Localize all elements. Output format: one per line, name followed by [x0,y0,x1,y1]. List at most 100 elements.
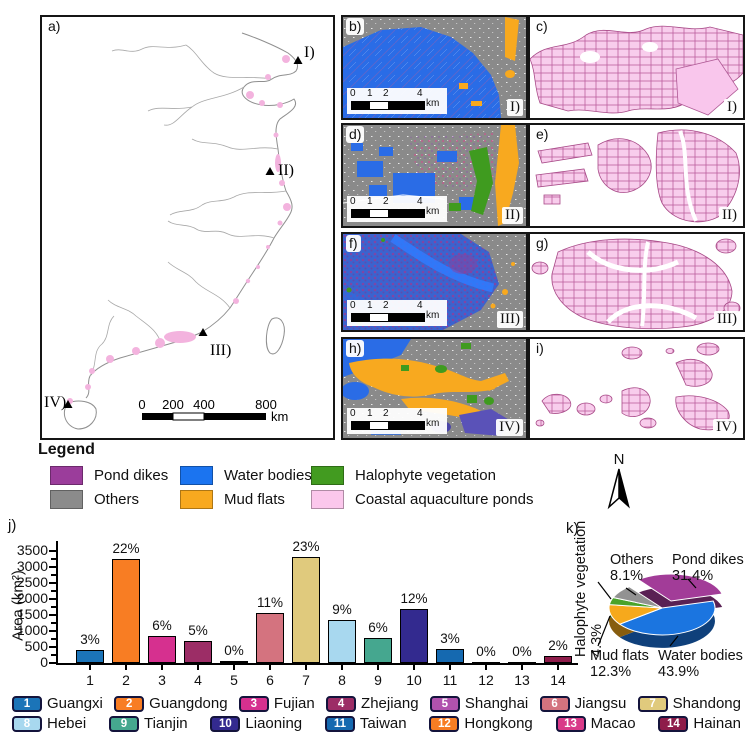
pond-polygons-IV [535,342,730,431]
province-name: Tianjin [143,715,188,732]
scale-bar-d: 0 1 2 4 km [347,196,447,222]
scale-unit: km [271,409,288,424]
marker-label-I: I) [304,44,315,61]
y-tick [49,550,56,552]
pie-slice-pond-dikes [637,573,723,602]
x-tick [89,665,91,670]
y-minor-tick [51,638,56,640]
bar-guangxi [76,650,104,663]
x-tick [341,665,343,670]
province-legend: 1 Guangxi 2 Guangdong 3 Fujian 4 Zhejiang 5 Shang… [12,694,741,734]
province-legend-item-zhejiang: 4 Zhejiang [326,695,419,712]
x-tick-label: 9 [374,672,382,688]
x-tick [197,665,199,670]
province-boundaries [63,32,299,430]
province-number-chip: 1 [12,695,42,712]
pie-chart [597,573,723,648]
scale-bar-a: 0 200 400 800 km [138,397,288,424]
y-minor-tick [51,558,56,560]
province-legend-item-liaoning: 10 Liaoning [210,715,302,732]
y-axis-line [56,541,58,665]
legend-label: Water bodies [224,467,312,484]
panel-d-classification-map: d) II) 0 1 2 4 km [341,123,528,228]
scale-bar-h: 0 1 2 4 km [347,408,447,434]
halophyte-swatch [311,466,344,485]
pie-slices [608,573,723,648]
pie-chart-area-composition: k) Others 8.1% Pond dikes 31.4% Halophyt… [566,518,747,714]
bar-zhejiang [184,641,212,663]
region-label-f: III) [497,311,523,328]
x-tick-label: 5 [230,672,238,688]
y-minor-tick [51,590,56,592]
province-legend-item-shandong: 7 Shandong [637,695,741,712]
province-legend-row-2: 8 Hebei 9 Tianjin 10 Liaoning 11 Taiwan 12 Hongko… [12,714,741,733]
bar-liaoning [400,608,428,663]
province-name: Hainan [693,715,741,732]
marker-triangle-III [198,328,208,336]
pie-label-halophyte: Halophyte vegetation 4.3% [573,521,605,657]
marker-triangle-I [293,56,303,64]
y-tick-label: 0 [40,654,48,670]
marker-label-III: III) [210,342,231,359]
region-label-g: III) [714,311,740,328]
tick: 2 [383,408,389,419]
bar-pct-label: 6% [368,619,388,635]
y-minor-tick [51,654,56,656]
panel-label-i: i) [533,340,547,357]
scale-tick-0: 0 [138,397,145,412]
x-tick-label: 1 [86,672,94,688]
bar-pct-label: 6% [152,617,172,633]
slice-pct: 43.9% [658,664,700,680]
legend-label: Mud flats [224,491,285,508]
province-number-chip: 9 [108,715,139,732]
province-name: Guangdong [149,695,228,712]
tick: 4 [417,300,423,311]
tick: 0 [350,300,356,311]
pie-label-pond-dikes: Pond dikes 31.4% [672,552,744,584]
scale-unit: km [426,206,440,217]
x-tick-label: 7 [302,672,310,688]
province-legend-item-taiwan: 11 Taiwan [324,715,407,732]
north-arrow: N [601,452,637,516]
province-name: Jiangsu [574,695,627,712]
scale-unit: km [426,98,440,109]
water-bodies-swatch [180,466,213,485]
legend-item-mud-flats: Mud flats [180,490,285,509]
bar-macao [508,661,536,664]
province-number-chip: 14 [658,715,689,732]
scale-bar-b: 0 1 2 4 km [347,88,447,114]
bar-guangdong [112,559,140,663]
y-minor-tick [51,574,56,576]
x-tick [413,665,415,670]
panel-i-pond-map: i) IV) [528,337,745,440]
others-swatch [50,490,83,509]
province-name: Zhejiang [361,695,419,712]
x-tick [377,665,379,670]
province-name: Shanghai [464,695,529,712]
y-tick [49,662,56,664]
y-tick [49,614,56,616]
province-name: Guangxi [47,695,103,712]
scale-tick-400: 400 [193,397,215,412]
panel-label-j: j) [8,517,17,534]
panel-a-overview-map: I) II) III) IV) 0 200 400 800 km a) [40,15,335,440]
x-tick [449,665,451,670]
panel-label-b: b) [346,18,365,35]
north-arrow-icon [607,468,630,510]
scale-tick-800: 800 [255,397,277,412]
slice-name: Pond dikes [672,552,744,568]
province-legend-row-1: 1 Guangxi 2 Guangdong 3 Fujian 4 Zhejiang 5 Shang… [12,694,741,713]
slice-pct: 12.3% [590,664,632,680]
region-label-e: II) [719,207,740,224]
legend-label: Coastal aquaculture ponds [355,491,534,508]
legend-label: Pond dikes [94,467,169,484]
province-legend-item-jiangsu: 6 Jiangsu [539,695,627,712]
bar-pct-label: 3% [80,632,100,648]
province-name: Hebei [47,715,87,732]
y-tick-label: 2500 [16,574,48,590]
x-tick [125,665,127,670]
scale-unit: km [426,310,440,321]
y-tick-label: 2000 [16,590,48,606]
bar-pct-label: 0% [224,643,244,659]
bar-jiangsu [256,613,284,663]
